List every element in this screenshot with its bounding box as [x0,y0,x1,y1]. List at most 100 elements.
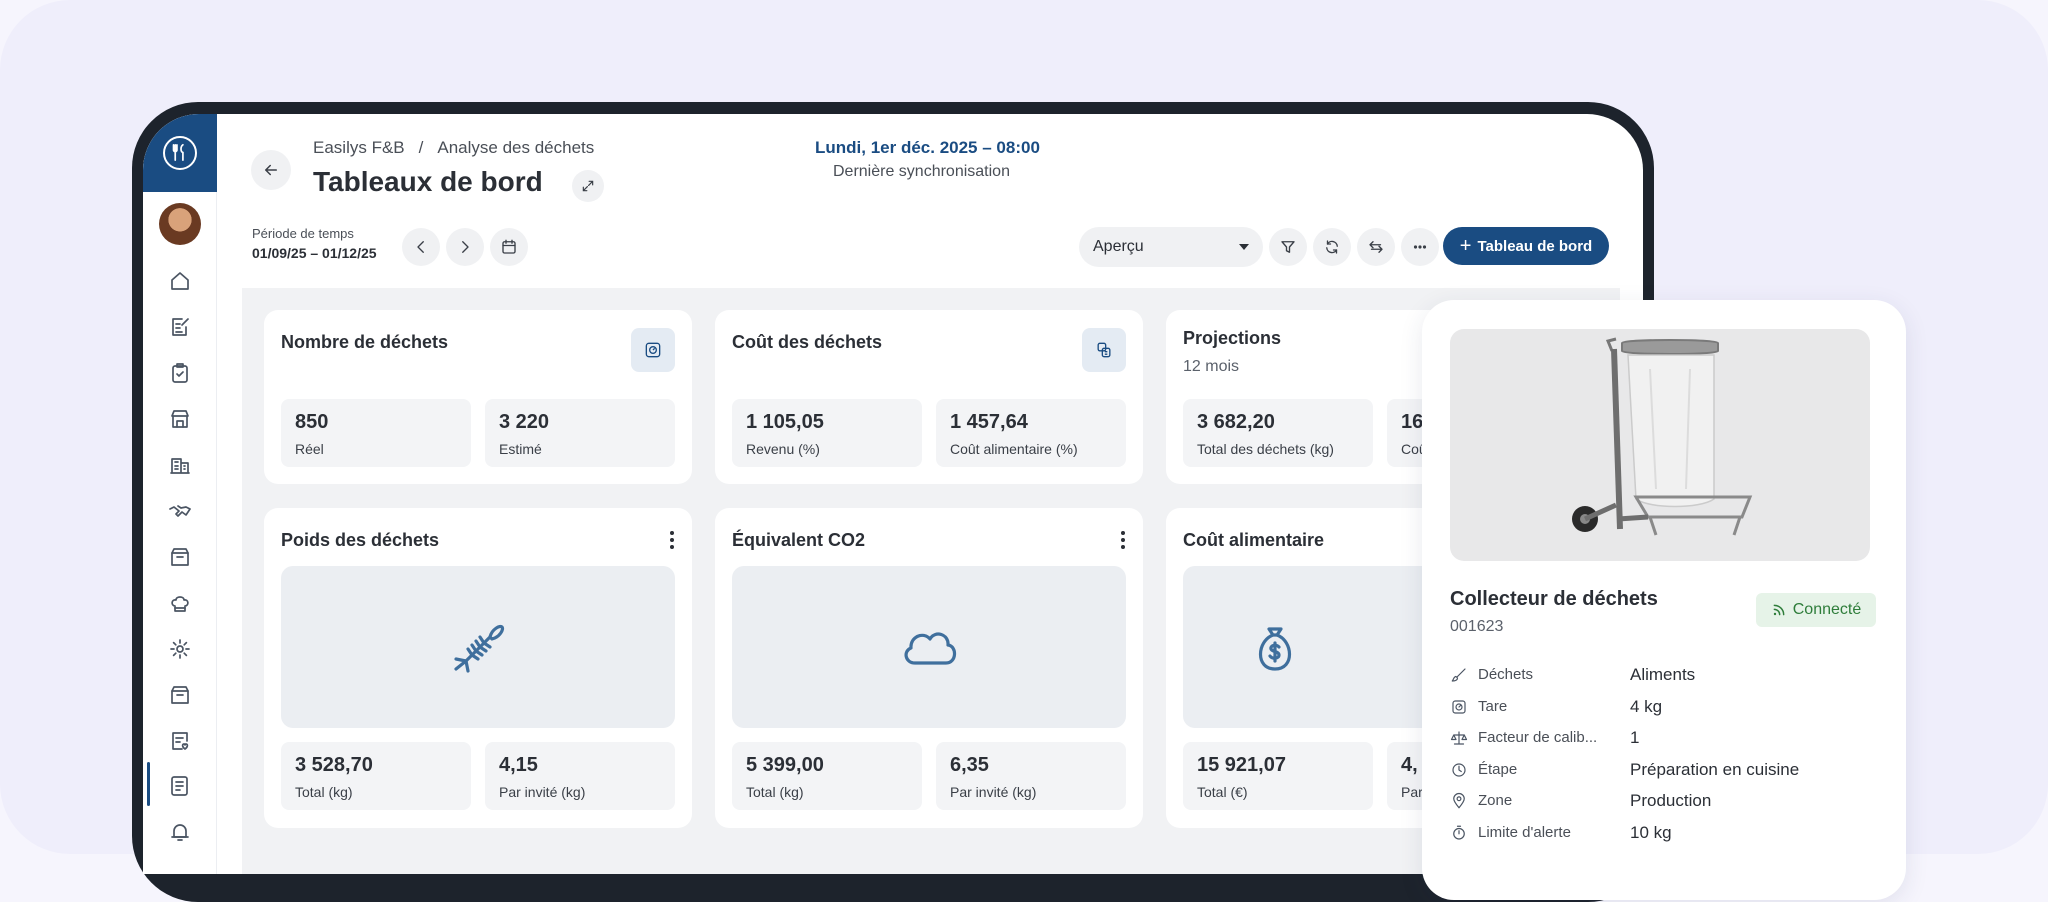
card-title: Nombre de déchets [281,332,449,352]
sidebar-item-notifications[interactable] [164,816,196,848]
expand-button[interactable] [572,170,604,202]
illustration [281,566,675,728]
app-logo[interactable] [143,114,217,192]
handshake-icon [169,505,191,517]
refresh-icon [1326,240,1338,254]
sidebar-item-settings[interactable] [164,633,196,665]
swap-button[interactable] [1357,228,1395,266]
stat-total: 15 921,07 Total (€) [1183,742,1373,810]
sidebar-item-home[interactable] [164,265,196,297]
breadcrumb-page[interactable]: Analyse des déchets [437,138,595,157]
add-dashboard-button[interactable]: + Tableau de bord [1443,227,1609,265]
stat-value: 5 399,00 [746,754,824,776]
balance-icon [1450,729,1468,747]
sync-label: Dernière synchronisation [833,163,1010,180]
calendar-icon [502,239,516,254]
status-badge: Connecté [1756,593,1876,627]
card-waste-count[interactable]: Nombre de déchets 850 Réel 3 220 Estimé [264,310,692,484]
stat-value: 1 457,64 [950,411,1028,433]
avatar[interactable] [159,203,201,245]
brush-icon [1450,666,1468,684]
sidebar-item-inbox[interactable] [164,541,196,573]
prop-value: Production [1630,791,1712,810]
stat-label: Coû [1401,441,1427,457]
view-select[interactable]: Aperçu [1079,227,1263,267]
stat-label: Total (kg) [295,784,353,800]
swap-icon [1369,241,1383,253]
stat-total: 5 399,00 Total (kg) [732,742,922,810]
sidebar-item-store[interactable] [164,403,196,435]
stat-per-guest: 6,35 Par invité (kg) [936,742,1126,810]
stat-actual: 850 Réel [281,399,471,467]
stat-total-waste: 3 682,20 Total des déchets (kg) [1183,399,1373,467]
stat-label: Coût alimentaire (%) [950,441,1078,457]
prop-value: Préparation en cuisine [1630,760,1800,779]
breadcrumb-separator: / [418,138,424,157]
next-period-button[interactable] [446,228,484,266]
calendar-button[interactable] [490,228,528,266]
add-dashboard-label: Tableau de bord [1477,237,1593,255]
more-horizontal-icon [1413,245,1427,249]
prop-key: Étape [1478,761,1518,778]
prop-value: 1 [1630,728,1640,747]
card-waste-weight[interactable]: Poids des déchets 3 528,70 Total (kg) 4,… [264,508,692,828]
sidebar-item-chef[interactable] [164,587,196,619]
more-button[interactable] [1401,228,1439,266]
device-title: Collecteur de déchets [1450,588,1658,610]
report-icon [171,776,188,796]
stat-value: 3 528,70 [295,754,373,776]
stat-estimated: 3 220 Estimé [485,399,675,467]
scale-button[interactable] [631,328,675,372]
archive-icon [171,686,189,704]
card-title: Coût des déchets [732,332,883,352]
prop-row-alert-limit: Limite d'alerte 10 kg [1450,822,1880,846]
kebab-menu-icon[interactable] [1113,528,1133,552]
home-icon [171,272,189,290]
sidebar-item-archive[interactable] [164,679,196,711]
clipboard-check-icon [172,363,188,383]
sidebar-item-notes[interactable] [164,311,196,343]
prop-row-calibration: Facteur de calib... 1 [1450,727,1880,751]
stat-value: 3 220 [499,411,550,433]
prop-value: Aliments [1630,665,1696,684]
stat-value: 6,35 [950,754,989,776]
sidebar-item-tasks[interactable] [164,725,196,757]
back-button[interactable] [251,150,291,190]
caret-down-icon [1239,244,1249,250]
device-detail-panel: Collecteur de déchets 001623 Connecté Dé… [1422,300,1906,900]
sidebar-item-checklist[interactable] [164,357,196,389]
stat-value: 16 [1401,411,1424,433]
prop-key: Déchets [1478,666,1534,683]
card-co2[interactable]: Équivalent CO2 5 399,00 Total (kg) 6,35 … [715,508,1143,828]
prop-key: Facteur de calib... [1478,729,1598,746]
checklist-heart-icon [172,732,189,750]
filter-icon [1281,241,1295,253]
kebab-menu-icon[interactable] [662,528,682,552]
period-value: 01/09/25 – 01/12/25 [252,245,377,261]
stat-value: 4, [1401,754,1418,776]
inbox-icon [171,548,189,566]
prop-key: Zone [1478,792,1513,809]
edit-note-icon [172,318,189,336]
stat-label: Par [1401,784,1423,800]
filter-button[interactable] [1269,228,1307,266]
sidebar-item-building[interactable] [164,449,196,481]
stat-label: Par invité (kg) [499,784,586,800]
stat-label: Total (kg) [746,784,804,800]
gear-icon [170,639,190,659]
card-food-cost[interactable]: Coût alimentaire 15 921,07 Total (€) 4, … [1166,508,1594,828]
coins-button[interactable] [1082,328,1126,372]
page-title: Tableaux de bord [313,166,543,197]
prop-row-tare: Tare 4 kg [1450,696,1880,720]
stat-value: 1 105,05 [746,411,824,433]
sidebar-item-partners[interactable] [164,495,196,527]
breadcrumb-org[interactable]: Easilys F&B [313,138,405,157]
prev-period-button[interactable] [402,228,440,266]
card-waste-cost[interactable]: Coût des déchets 1 105,05 Revenu (%) 1 4… [715,310,1143,484]
stat-value: 850 [295,411,329,433]
refresh-button[interactable] [1313,228,1351,266]
waste-collector-image [1450,329,1870,561]
scale-icon [1450,698,1468,716]
sidebar-item-reports[interactable] [164,770,196,802]
bell-icon [171,824,189,841]
